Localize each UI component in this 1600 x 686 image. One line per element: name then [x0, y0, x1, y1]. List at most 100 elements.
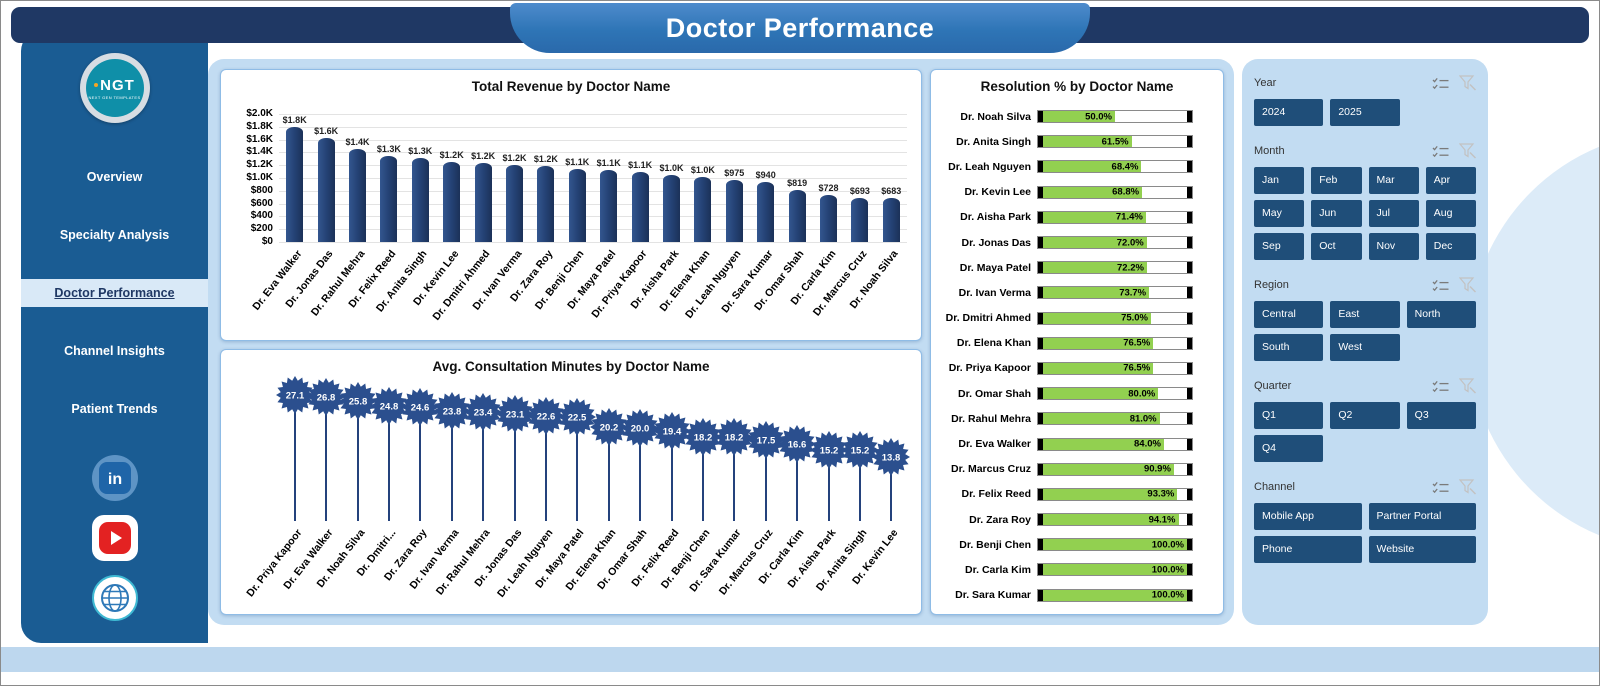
resolution-bar[interactable]: 93.3% — [1043, 488, 1178, 500]
revenue-bar[interactable] — [663, 175, 680, 242]
resolution-bar[interactable]: 81.0% — [1043, 413, 1160, 425]
revenue-bar[interactable] — [380, 156, 398, 242]
slicer-option-partner-portal[interactable]: Partner Portal — [1368, 503, 1476, 530]
resolution-bar[interactable]: 76.5% — [1043, 337, 1154, 349]
resolution-bar[interactable]: 71.4% — [1043, 211, 1146, 223]
resolution-bar[interactable]: 72.2% — [1043, 262, 1147, 274]
revenue-bar[interactable] — [474, 163, 492, 242]
clear-filter-icon[interactable] — [1458, 75, 1477, 91]
resolution-bar[interactable]: 50.0% — [1043, 111, 1115, 123]
revenue-bar[interactable] — [851, 198, 869, 242]
select-all-icon[interactable] — [1432, 145, 1449, 158]
slicer-option-jun[interactable]: Jun — [1311, 200, 1362, 227]
resolution-bar[interactable]: 94.1% — [1043, 514, 1179, 526]
slicer-option-phone[interactable]: Phone — [1254, 536, 1362, 563]
revenue-bar[interactable] — [411, 158, 429, 242]
lollipop-marker[interactable]: 25.8 — [338, 381, 378, 421]
revenue-bar[interactable] — [317, 138, 335, 242]
revenue-bar[interactable] — [882, 198, 900, 242]
resolution-bar[interactable]: 68.4% — [1043, 161, 1142, 173]
slicer-option-central[interactable]: Central — [1254, 301, 1324, 328]
slicer-option-may[interactable]: May — [1254, 200, 1305, 227]
slicer-option-2025[interactable]: 2025 — [1330, 99, 1400, 126]
sidebar-item-overview[interactable]: Overview — [86, 170, 143, 184]
lollipop-marker[interactable]: 27.1 — [275, 375, 315, 415]
lollipop-marker[interactable]: 13.8 — [871, 437, 911, 477]
slicer-option-jan[interactable]: Jan — [1254, 167, 1305, 194]
website-icon[interactable] — [91, 575, 138, 621]
slicer-option-south[interactable]: South — [1254, 334, 1324, 361]
sidebar-item-channel-insights[interactable]: Channel Insights — [64, 344, 165, 358]
slicer-option-mar[interactable]: Mar — [1368, 167, 1419, 194]
slicer-option-east[interactable]: East — [1330, 301, 1400, 328]
slicer-option-q4[interactable]: Q4 — [1254, 435, 1324, 462]
resolution-bar[interactable]: 72.0% — [1043, 237, 1147, 249]
slicer-option-jul[interactable]: Jul — [1368, 200, 1419, 227]
resolution-bar[interactable]: 75.0% — [1043, 312, 1151, 324]
resolution-bar[interactable]: 76.5% — [1043, 362, 1154, 374]
lollipop-marker[interactable]: 22.6 — [526, 396, 566, 436]
revenue-bar[interactable] — [349, 149, 366, 242]
resolution-bar[interactable]: 100.0% — [1043, 589, 1187, 601]
revenue-bar[interactable] — [443, 162, 461, 242]
slicer-option-nov[interactable]: Nov — [1368, 233, 1419, 260]
revenue-bar[interactable] — [600, 170, 618, 242]
lollipop-marker[interactable]: 17.5 — [746, 420, 786, 460]
slicer-option-mobile-app[interactable]: Mobile App — [1254, 503, 1362, 530]
clear-filter-icon[interactable] — [1458, 378, 1477, 394]
revenue-bar[interactable] — [537, 166, 555, 242]
revenue-bar[interactable] — [788, 190, 806, 242]
sidebar-item-doctor-performance[interactable]: Doctor Performance — [21, 279, 208, 307]
sidebar-item-patient-trends[interactable]: Patient Trends — [71, 402, 158, 416]
resolution-bar[interactable]: 100.0% — [1043, 539, 1187, 551]
select-all-icon[interactable] — [1432, 77, 1449, 90]
slicer-option-west[interactable]: West — [1330, 334, 1400, 361]
revenue-bar[interactable] — [820, 195, 837, 242]
lollipop-marker[interactable]: 19.4 — [652, 411, 692, 451]
slicer-option-apr[interactable]: Apr — [1425, 167, 1476, 194]
lollipop-marker[interactable]: 23.4 — [463, 392, 503, 432]
resolution-bar[interactable]: 68.8% — [1043, 186, 1143, 198]
sidebar-item-specialty-analysis[interactable]: Specialty Analysis — [59, 228, 170, 242]
slicer-option-q2[interactable]: Q2 — [1330, 402, 1400, 429]
clear-filter-icon[interactable] — [1458, 277, 1477, 293]
slicer-option-feb[interactable]: Feb — [1311, 167, 1362, 194]
slicer-option-2024[interactable]: 2024 — [1254, 99, 1324, 126]
lollipop-marker[interactable]: 18.2 — [683, 417, 723, 457]
lollipop-marker[interactable]: 23.1 — [495, 394, 535, 434]
resolution-bar[interactable]: 84.0% — [1043, 438, 1164, 450]
revenue-bar[interactable] — [631, 172, 649, 242]
revenue-bar[interactable] — [694, 177, 712, 242]
lollipop-marker[interactable]: 20.2 — [589, 407, 629, 447]
lollipop-marker[interactable]: 15.2 — [840, 430, 880, 470]
lollipop-marker[interactable]: 26.8 — [306, 377, 346, 417]
select-all-icon[interactable] — [1432, 279, 1449, 292]
clear-filter-icon[interactable] — [1458, 479, 1477, 495]
revenue-bar[interactable] — [286, 127, 304, 242]
revenue-bar[interactable] — [757, 182, 775, 242]
slicer-option-aug[interactable]: Aug — [1425, 200, 1476, 227]
lollipop-marker[interactable]: 24.8 — [369, 386, 409, 426]
lollipop-marker[interactable]: 23.8 — [432, 391, 472, 431]
resolution-bar[interactable]: 80.0% — [1043, 388, 1159, 400]
select-all-icon[interactable] — [1432, 481, 1449, 494]
resolution-bar[interactable]: 100.0% — [1043, 564, 1187, 576]
lollipop-marker[interactable]: 18.2 — [714, 417, 754, 457]
linkedin-icon[interactable]: in — [91, 455, 138, 501]
clear-filter-icon[interactable] — [1458, 143, 1477, 159]
lollipop-marker[interactable]: 15.2 — [809, 430, 849, 470]
lollipop-marker[interactable]: 16.6 — [777, 424, 817, 464]
slicer-option-oct[interactable]: Oct — [1311, 233, 1362, 260]
slicer-option-north[interactable]: North — [1406, 301, 1476, 328]
select-all-icon[interactable] — [1432, 380, 1449, 393]
slicer-option-sep[interactable]: Sep — [1254, 233, 1305, 260]
resolution-bar[interactable]: 73.7% — [1043, 287, 1150, 299]
revenue-bar[interactable] — [568, 169, 586, 242]
lollipop-marker[interactable]: 24.6 — [400, 387, 440, 427]
lollipop-marker[interactable]: 20.0 — [620, 408, 660, 448]
slicer-option-q1[interactable]: Q1 — [1254, 402, 1324, 429]
slicer-option-website[interactable]: Website — [1368, 536, 1476, 563]
youtube-icon[interactable] — [91, 515, 138, 561]
lollipop-marker[interactable]: 22.5 — [557, 397, 597, 437]
revenue-bar[interactable] — [506, 165, 523, 242]
